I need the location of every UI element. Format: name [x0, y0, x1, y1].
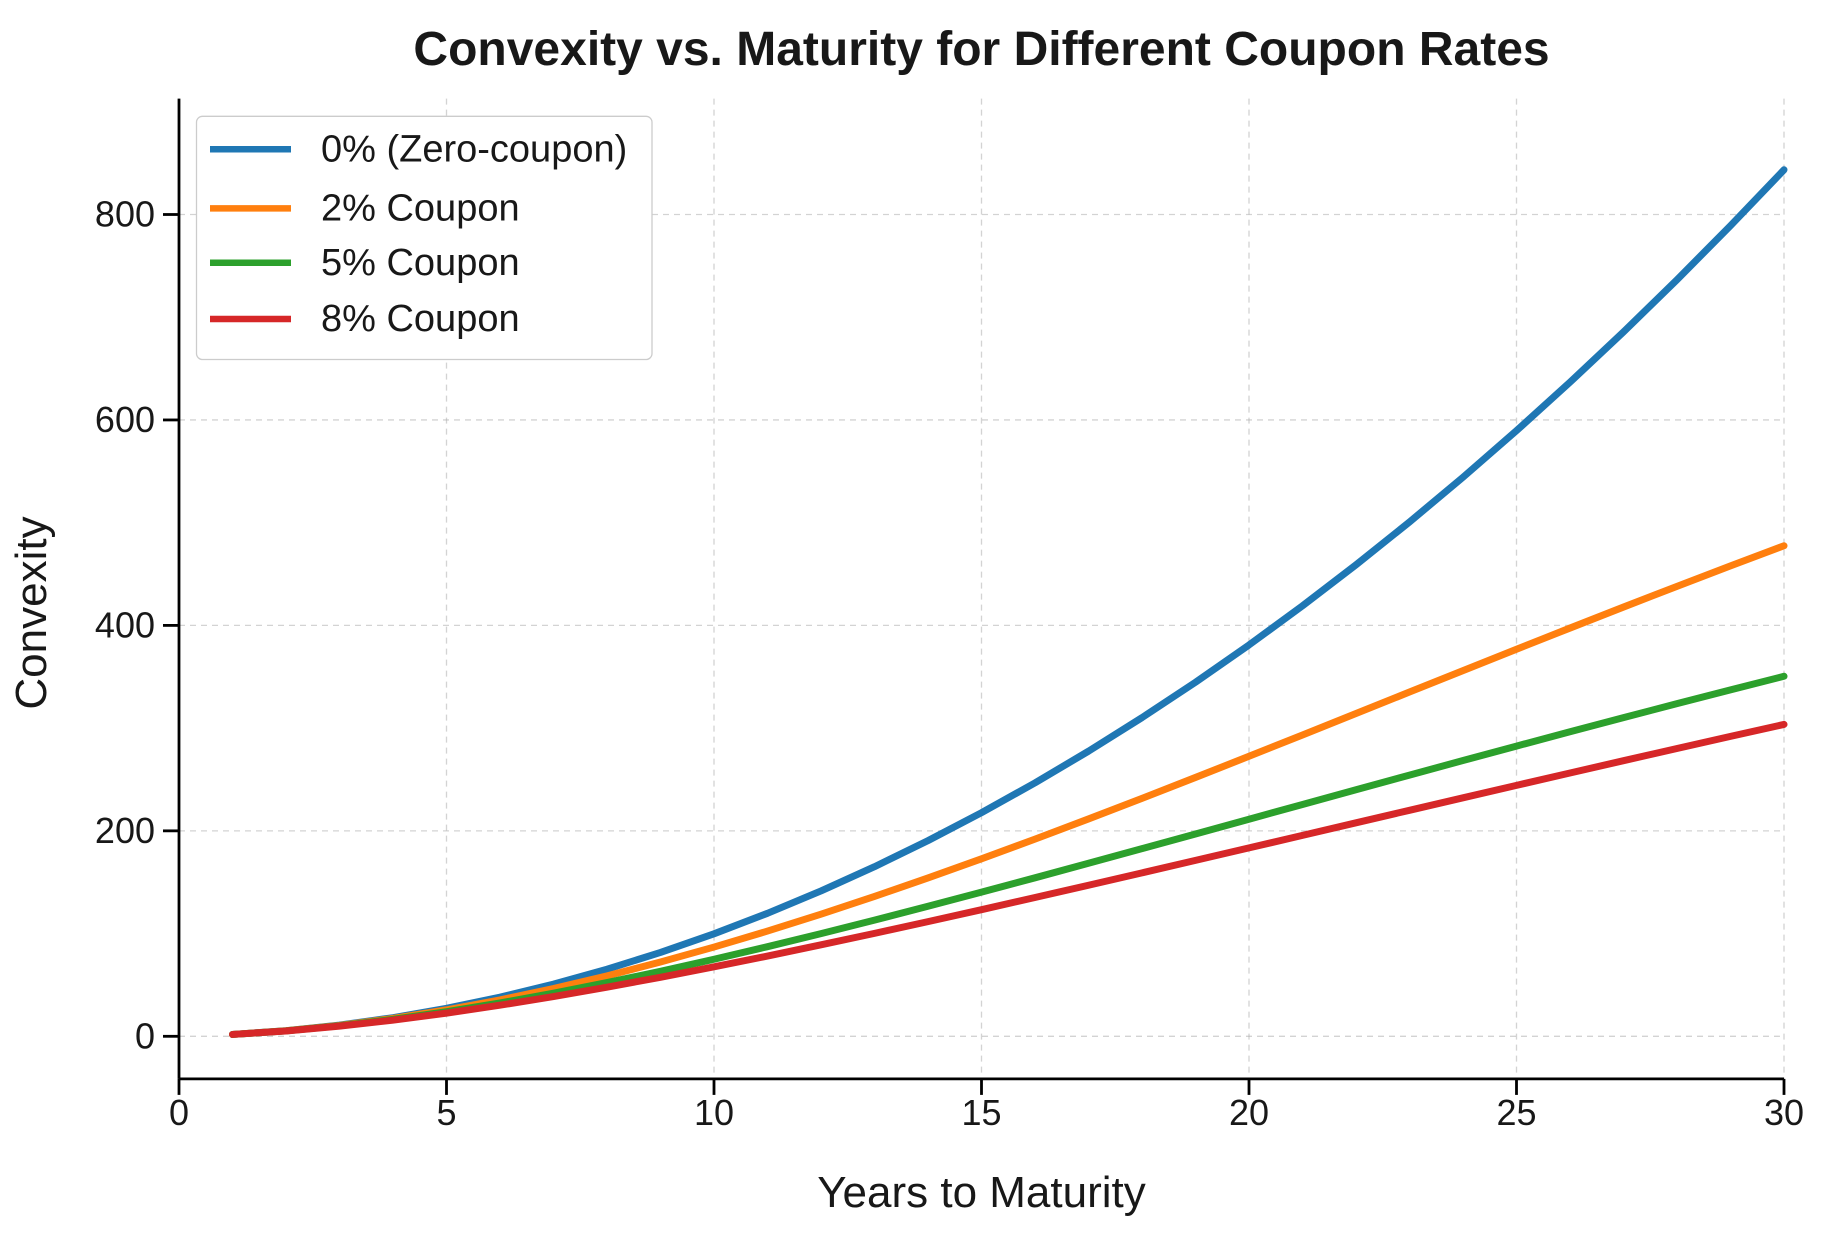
svg-text:0: 0 [169, 1092, 189, 1133]
svg-text:25: 25 [1496, 1092, 1536, 1133]
svg-text:30: 30 [1764, 1092, 1804, 1133]
svg-text:15: 15 [961, 1092, 1001, 1133]
svg-text:400: 400 [95, 604, 155, 645]
svg-text:600: 600 [95, 399, 155, 440]
svg-text:800: 800 [95, 194, 155, 235]
svg-text:5: 5 [436, 1092, 456, 1133]
svg-text:5% Coupon: 5% Coupon [321, 242, 520, 284]
svg-text:2% Coupon: 2% Coupon [321, 187, 520, 229]
svg-text:20: 20 [1229, 1092, 1269, 1133]
svg-text:200: 200 [95, 810, 155, 851]
svg-text:0% (Zero-coupon): 0% (Zero-coupon) [321, 128, 627, 170]
svg-text:8% Coupon: 8% Coupon [321, 298, 520, 340]
svg-text:10: 10 [694, 1092, 734, 1133]
svg-text:0: 0 [135, 1015, 155, 1056]
